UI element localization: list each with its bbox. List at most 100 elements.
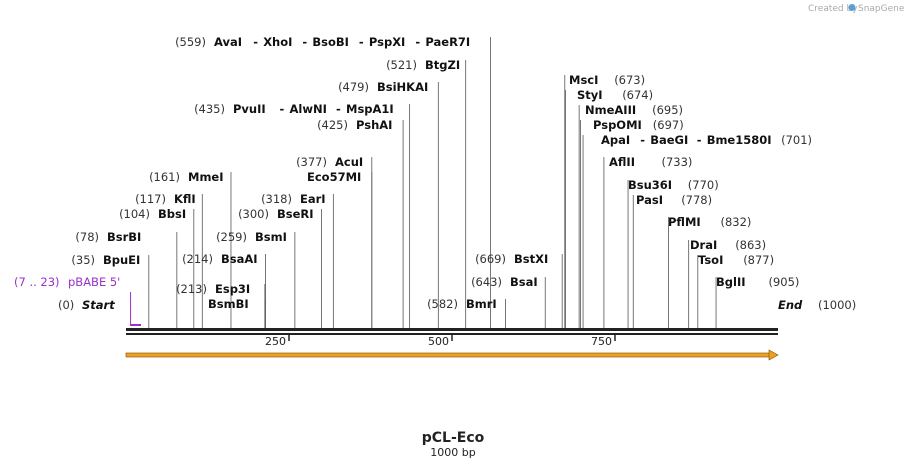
site-name-msci-0: MscI xyxy=(569,73,598,87)
site-name-bsai-0: BsaI xyxy=(510,275,538,289)
site-bglii[interactable]: BglII (905) xyxy=(715,275,800,328)
site-tsoi[interactable]: TsoI (877) xyxy=(697,253,774,328)
site-bsai[interactable]: (643) BsaI xyxy=(471,275,546,328)
site-bpuei[interactable]: (35) BpuEI xyxy=(71,253,150,328)
site-position-tsoi: (877) xyxy=(743,253,774,267)
site-name-bbsi-0: BbsI xyxy=(158,207,186,221)
site-position-bmri: (582) xyxy=(427,297,458,311)
site-position-mmei: (161) xyxy=(149,170,180,184)
site-mmei[interactable]: (161) MmeI xyxy=(149,170,232,328)
site-drai[interactable]: DraI (863) xyxy=(688,238,766,328)
site-position-drai: (863) xyxy=(735,238,766,252)
site-position-bsrbi: (78) xyxy=(75,230,99,244)
site-name-nmeaiii-0: NmeAIII xyxy=(585,103,636,117)
site-kfli[interactable]: (117) KflI xyxy=(135,192,203,328)
map-length: 1000 bp xyxy=(430,446,475,459)
site-name-apai-2: Bme1580I xyxy=(707,133,772,147)
site-nmeaiii[interactable]: NmeAIII (695) xyxy=(578,103,683,328)
map-title: pCL-Eco xyxy=(422,430,485,446)
site-position-nmeaiii: (695) xyxy=(652,103,683,117)
site-name-acui-0: AcuI xyxy=(335,155,363,169)
site-position-bsaai: (214) xyxy=(182,252,213,266)
dna-backbone xyxy=(126,328,778,335)
site-pvuii[interactable]: (435) PvuII - AlwNI - MspA1I xyxy=(194,102,411,328)
end-position: (1000) xyxy=(818,298,856,312)
site-name-tsoi-0: TsoI xyxy=(698,253,723,267)
site-bsihkai[interactable]: (479) BsiHKAI xyxy=(338,80,439,328)
site-pflmi[interactable]: PflMI (832) xyxy=(668,215,751,328)
site-separator: - xyxy=(302,35,307,49)
orf-arrow xyxy=(125,349,779,361)
feature-pbabe5[interactable]: (7 .. 23) pBABE 5' xyxy=(14,275,141,326)
site-name-eari-0: EarI xyxy=(300,192,326,206)
site-eari[interactable]: (318) EarI xyxy=(261,192,334,328)
axis-ticks: 250 500 750 xyxy=(265,335,616,348)
site-name-pspomi-0: PspOMI xyxy=(593,118,642,132)
site-position-pshai: (425) xyxy=(317,118,348,132)
site-acui[interactable]: (377) AcuI xyxy=(296,155,373,328)
site-position-msci: (673) xyxy=(614,73,645,87)
start-label: Start xyxy=(82,298,115,312)
tick-label-250: 250 xyxy=(265,335,286,348)
site-position-btgzi: (521) xyxy=(386,58,417,72)
site-position-bsihkai: (479) xyxy=(338,80,369,94)
site-afliii[interactable]: AflII (733) xyxy=(603,155,693,328)
site-pshai[interactable]: (425) PshAI xyxy=(317,118,404,328)
site-name-bglii-0: BglII xyxy=(716,275,746,289)
site-styi[interactable]: StyI (674) xyxy=(565,88,653,328)
site-position-kfli: (117) xyxy=(135,192,166,206)
site-pspomi[interactable]: PspOMI (697) xyxy=(580,118,684,328)
site-pasi[interactable]: PasI (778) xyxy=(632,193,712,328)
tick-label-750: 750 xyxy=(591,335,612,348)
site-name-pvuii-1: AlwNI xyxy=(290,102,327,116)
site-name-bsu36i-0: Bsu36I xyxy=(628,178,672,192)
site-avai[interactable]: (559) AvaI - XhoI - BsoBI - PspXI - PaeR7I xyxy=(175,35,491,328)
site-position-styi: (674) xyxy=(622,88,653,102)
restriction-sites: (0) Start End (1000)(35) BpuEI(78) BsrBI(104)… xyxy=(58,35,856,328)
site-position-bglii: (905) xyxy=(769,275,800,289)
site-name-esp3i-0: Esp3I xyxy=(215,282,250,296)
site-bbsi[interactable]: (104) BbsI xyxy=(119,207,195,328)
site-position-apai: (701) xyxy=(781,133,812,147)
site-position-afliii: (733) xyxy=(662,155,693,169)
backbone-top-strand xyxy=(126,328,778,331)
site-position-eari: (318) xyxy=(261,192,292,206)
site-bsmbi[interactable]: BsmBI xyxy=(208,297,266,328)
site-name-eco57mi-0: Eco57MI xyxy=(307,170,361,184)
site-position-pspomi: (697) xyxy=(653,118,684,132)
site-name-pvuii-0: PvuII xyxy=(233,102,266,116)
site-position-avai: (559) xyxy=(175,35,206,49)
site-position-pasi: (778) xyxy=(681,193,712,207)
site-bmri[interactable]: (582) BmrI xyxy=(427,297,506,328)
credit-text: Created by xyxy=(808,4,858,14)
site-name-styi-0: StyI xyxy=(577,88,603,102)
brand-text: SnapGene xyxy=(858,4,905,14)
orf-bar xyxy=(125,352,771,358)
site-bsrbi[interactable]: (78) BsrBI xyxy=(75,230,178,328)
site-name-bsaai-0: BsaAI xyxy=(221,252,258,266)
site-position-bseri: (300) xyxy=(238,207,269,221)
site-bstxi[interactable]: (669) BstXI xyxy=(475,252,563,328)
site-bseri[interactable]: (300) BseRI xyxy=(238,207,323,328)
site-name-avai-0: AvaI xyxy=(214,35,242,49)
site-bsmi[interactable]: (259) BsmI xyxy=(216,230,296,328)
site-esp3i[interactable]: (213) Esp3I xyxy=(176,282,266,328)
site-btgzi[interactable]: (521) BtgZI xyxy=(386,58,467,328)
feature-bar xyxy=(130,324,141,326)
site-position-pflmi: (832) xyxy=(721,215,752,229)
site-separator: - xyxy=(280,102,285,116)
site-position-acui: (377) xyxy=(296,155,327,169)
site-name-bseri-0: BseRI xyxy=(277,207,314,221)
site-name-avai-4: PaeR7I xyxy=(425,35,470,49)
site-separator: - xyxy=(253,35,258,49)
site-bsaai[interactable]: (214) BsaAI xyxy=(182,252,266,328)
site-bsu36i[interactable]: Bsu36I (770) xyxy=(627,178,719,328)
site-separator: - xyxy=(359,35,364,49)
site-apai[interactable]: ApaI - BaeGI - Bme1580I (701) xyxy=(582,133,812,328)
site-name-bmri-0: BmrI xyxy=(466,297,497,311)
site-name-pflmi-0: PflMI xyxy=(668,215,701,229)
feature-name: pBABE 5' xyxy=(68,275,120,289)
site-name-btgzi-0: BtgZI xyxy=(425,58,460,72)
site-msci[interactable]: MscI (673) xyxy=(564,73,645,328)
